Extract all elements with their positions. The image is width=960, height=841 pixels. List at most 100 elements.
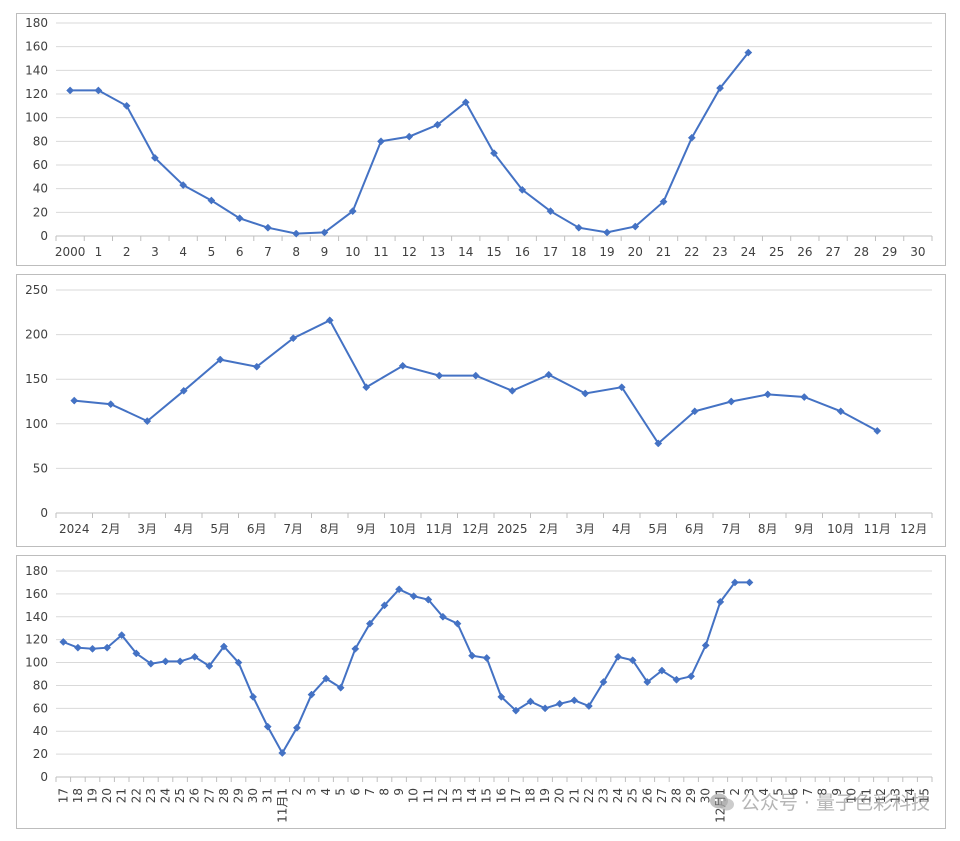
x-tick-label: 23 — [144, 788, 158, 803]
x-tick-label: 28 — [854, 245, 869, 259]
x-tick-label: 6 — [348, 788, 362, 796]
y-tick-label: 140 — [25, 610, 48, 624]
data-point — [249, 692, 258, 701]
data-point — [690, 407, 699, 416]
x-tick-label: 8月 — [758, 522, 778, 536]
x-tick-label: 18 — [524, 788, 538, 803]
data-point — [744, 48, 753, 57]
x-tick-label: 6月 — [247, 522, 267, 536]
x-tick-label: 4 — [757, 788, 771, 796]
y-tick-label: 100 — [25, 417, 48, 431]
x-tick-label: 4 — [179, 245, 187, 259]
data-point — [122, 101, 131, 110]
x-tick-label: 2 — [290, 788, 304, 796]
data-point — [219, 642, 228, 651]
y-tick-label: 100 — [25, 111, 48, 125]
x-tick-label: 7 — [363, 788, 377, 796]
data-point — [727, 397, 736, 406]
y-tick-label: 100 — [25, 656, 48, 670]
x-tick-label: 19 — [86, 788, 100, 803]
data-point — [66, 86, 75, 95]
data-point — [657, 666, 666, 675]
x-tick-label: 9 — [321, 245, 329, 259]
x-tick-label: 22 — [582, 788, 596, 803]
x-tick-label: 17 — [56, 788, 70, 803]
x-tick-label: 11月 — [864, 522, 891, 536]
data-point — [395, 585, 404, 594]
x-tick-label: 20 — [100, 788, 114, 803]
data-point — [873, 426, 882, 435]
data-point — [544, 370, 553, 379]
x-tick-label: 10 — [845, 788, 859, 803]
x-tick-label: 3 — [151, 245, 159, 259]
x-tick-label: 16 — [515, 245, 530, 259]
y-tick-label: 40 — [33, 724, 48, 738]
x-tick-label: 14 — [903, 788, 917, 803]
watermark: 公众号 · 量子色彩科技 — [709, 788, 930, 815]
x-tick-label: 9月 — [356, 522, 376, 536]
data-point — [617, 383, 626, 392]
data-point — [603, 228, 611, 237]
y-tick-label: 60 — [33, 158, 48, 172]
x-tick-label: 23 — [597, 788, 611, 803]
x-tick-label: 25 — [626, 788, 640, 803]
x-tick-label: 10月 — [389, 522, 416, 536]
data-point — [292, 723, 301, 732]
y-tick-label: 0 — [40, 229, 48, 243]
x-tick-label: 25 — [173, 788, 187, 803]
x-tick-label: 22 — [684, 245, 699, 259]
data-point — [252, 362, 261, 371]
data-point — [59, 638, 68, 646]
x-tick-label: 10 — [345, 245, 360, 259]
x-tick-label: 26 — [188, 788, 202, 803]
x-tick-label: 5 — [334, 788, 348, 796]
data-point — [348, 207, 357, 216]
data-point — [438, 612, 447, 621]
data-point — [289, 334, 298, 343]
x-tick-label: 29 — [882, 245, 897, 259]
data-point — [70, 396, 79, 405]
y-tick-label: 40 — [33, 182, 48, 196]
x-tick-label: 24 — [611, 788, 625, 803]
x-tick-label: 9月 — [794, 522, 814, 536]
y-tick-label: 160 — [25, 40, 48, 54]
x-tick-label: 8 — [816, 788, 830, 796]
x-tick-label: 17 — [543, 245, 558, 259]
data-point — [73, 643, 82, 652]
x-tick-label: 3 — [743, 788, 757, 796]
y-tick-label: 120 — [25, 633, 48, 647]
data-point — [468, 651, 477, 660]
x-tick-label: 4 — [319, 788, 333, 796]
x-tick-label: 17 — [509, 788, 523, 803]
data-point — [278, 749, 287, 757]
watermark-text: 公众号 · 量子色彩科技 — [740, 792, 930, 814]
data-point — [234, 658, 243, 667]
y-tick-label: 0 — [40, 506, 48, 520]
x-tick-label: 11 — [421, 788, 435, 803]
data-point — [511, 706, 520, 715]
data-point — [490, 149, 498, 158]
x-tick-label: 14 — [465, 788, 479, 803]
x-tick-label: 9 — [392, 788, 406, 796]
data-point — [541, 704, 550, 713]
data-point — [146, 659, 155, 668]
x-tick-label: 10月 — [827, 522, 854, 536]
data-point — [584, 702, 593, 710]
x-tick-label: 28 — [670, 788, 684, 803]
x-tick-label: 29 — [684, 788, 698, 803]
data-point — [628, 656, 637, 665]
x-tick-label: 8 — [378, 788, 392, 796]
data-point — [292, 229, 301, 238]
data-point — [325, 316, 334, 325]
x-tick-label: 8月 — [320, 522, 340, 536]
x-tick-label: 19 — [599, 245, 614, 259]
data-point — [263, 722, 272, 731]
data-point — [518, 185, 527, 194]
data-point — [143, 417, 152, 426]
x-tick-label: 12 — [874, 788, 888, 803]
x-tick-label: 23 — [712, 245, 727, 259]
x-tick-label: 27 — [202, 788, 216, 803]
data-point — [599, 678, 608, 686]
data-point — [716, 84, 725, 93]
